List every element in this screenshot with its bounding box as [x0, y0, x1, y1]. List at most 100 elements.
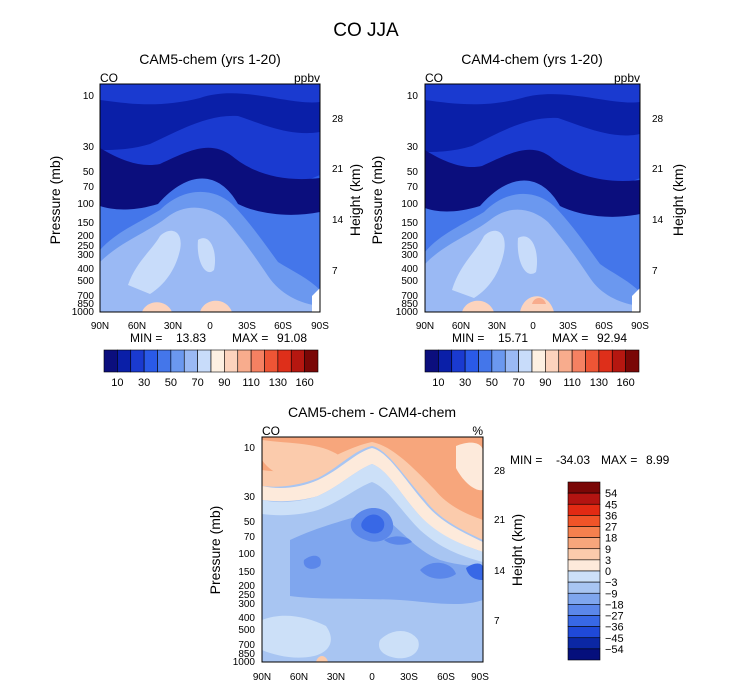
units-label: ppbv [614, 71, 640, 85]
y-tick-label: 10 [83, 91, 95, 102]
plot-frame [424, 83, 641, 313]
contour-level-90 [142, 302, 172, 312]
colorbar-swatch [304, 349, 319, 373]
colorbar-swatch [567, 481, 601, 494]
colorbar-swatch [143, 349, 158, 373]
height-tick-label: 14 [332, 215, 344, 226]
units-label: ppbv [294, 71, 320, 85]
topography-mask [632, 288, 640, 312]
y-tick-label: 1000 [72, 307, 95, 318]
x-tick-label: 90S [471, 672, 489, 683]
y-tick-label: 700 [238, 640, 255, 651]
plot-frame [99, 83, 321, 313]
x-tick-label: 30S [238, 321, 256, 332]
height-tick-label: 7 [332, 266, 338, 277]
y-axis-title-right: Height (km) [670, 164, 686, 236]
y-tick-label: 700 [77, 291, 94, 302]
contour-level-90 [462, 300, 494, 312]
contour-level-0b [262, 448, 483, 552]
plot-frame [261, 436, 484, 663]
colorbar-swatch [478, 349, 493, 373]
colorbar-swatch [224, 349, 239, 373]
y-tick-label: 10 [407, 91, 419, 102]
contour-level-neg27b [384, 536, 412, 545]
y-axis-left: 10 30 50 70 100 150 200 250 300 400 500 … [233, 443, 256, 668]
contour-level-neg27d [420, 562, 456, 579]
colorbar-swatch [157, 349, 172, 373]
y-tick-label: 100 [77, 199, 94, 210]
colorbar-swatch [264, 349, 279, 373]
y-axis-title: Pressure (mb) [47, 156, 63, 245]
y-tick-label: 30 [83, 142, 95, 153]
colorbar-label: 30 [459, 377, 471, 389]
min-label: MIN = [130, 331, 162, 345]
units-label: % [472, 424, 483, 438]
contour-level-30-top [100, 84, 320, 105]
y-tick-label: 70 [407, 182, 419, 193]
colorbar-label: 130 [269, 377, 287, 389]
x-tick-label: 90N [91, 321, 109, 332]
min-value: -34.03 [556, 453, 590, 467]
contour-level-neg27c [303, 555, 321, 569]
contour-level-neg3c [378, 631, 419, 659]
contour-level-neg36 [361, 514, 385, 534]
colorbar-label: 90 [218, 377, 230, 389]
x-tick-label: 60N [128, 321, 146, 332]
figure-title: CO JJA [333, 20, 399, 41]
min-value: 13.83 [176, 331, 206, 345]
contour-level-10 [425, 149, 640, 217]
colorbar-swatch [567, 637, 601, 650]
colorbar-label: −18 [605, 599, 624, 611]
contour-level-neg3 [262, 464, 483, 562]
colorbar-label: 160 [295, 377, 313, 389]
y-axis-right: 28 21 14 7 [332, 114, 344, 277]
colorbar-swatch [197, 349, 212, 373]
contour-level-80 [128, 230, 181, 294]
colorbar-swatch [558, 349, 573, 373]
contour-level-30-top [425, 84, 640, 105]
y-tick-label: 50 [244, 517, 256, 528]
min-label: MIN = [452, 331, 484, 345]
x-tick-label: 60S [274, 321, 292, 332]
colorbar-swatch [210, 349, 225, 373]
colorbar-label: 36 [605, 510, 617, 522]
contour-level-neg3b [262, 615, 331, 658]
y-tick-label: 300 [238, 599, 255, 610]
y-tick-label: 250 [77, 241, 94, 252]
colorbar-swatch [518, 349, 533, 373]
colorbar-swatch [567, 515, 601, 527]
x-tick-label: 30N [488, 321, 506, 332]
panel-title: CAM5-chem (yrs 1-20) [139, 51, 281, 67]
colorbar-label: 10 [111, 377, 123, 389]
y-axis-left: 10 30 50 70 100 150 200 250 300 400 500 … [72, 91, 95, 318]
x-tick-label: 30S [559, 321, 577, 332]
y-tick-label: 850 [77, 299, 94, 310]
colorbar-swatch [451, 349, 466, 373]
height-tick-label: 14 [652, 215, 664, 226]
y-tick-label: 30 [244, 492, 256, 503]
contour-level-90b [520, 296, 554, 312]
colorbar-label: 110 [242, 377, 260, 389]
colorbar-label: 160 [616, 377, 634, 389]
x-tick-label: 60N [290, 672, 308, 683]
colorbar-label: −54 [605, 644, 624, 656]
colorbar-label: 9 [605, 544, 611, 556]
colorbar-swatch [567, 503, 601, 516]
height-tick-label: 7 [494, 616, 500, 627]
y-axis-title-right: Height (km) [347, 164, 363, 236]
y-tick-label: 500 [238, 625, 255, 636]
max-label: MAX = [552, 331, 588, 345]
y-tick-label: 30 [407, 142, 419, 153]
y-tick-label: 100 [401, 199, 418, 210]
y-tick-label: 1000 [233, 657, 256, 668]
height-tick-label: 21 [494, 515, 506, 526]
y-tick-label: 250 [238, 590, 255, 601]
colorbar-swatch [567, 648, 601, 661]
colorbar-swatch [567, 548, 601, 561]
colorbar-swatch [117, 349, 132, 373]
colorbar-swatch [567, 604, 601, 616]
x-tick-label: 0 [530, 321, 536, 332]
colorbar-swatch [491, 349, 506, 373]
y-axis-title: Pressure (mb) [369, 156, 385, 245]
